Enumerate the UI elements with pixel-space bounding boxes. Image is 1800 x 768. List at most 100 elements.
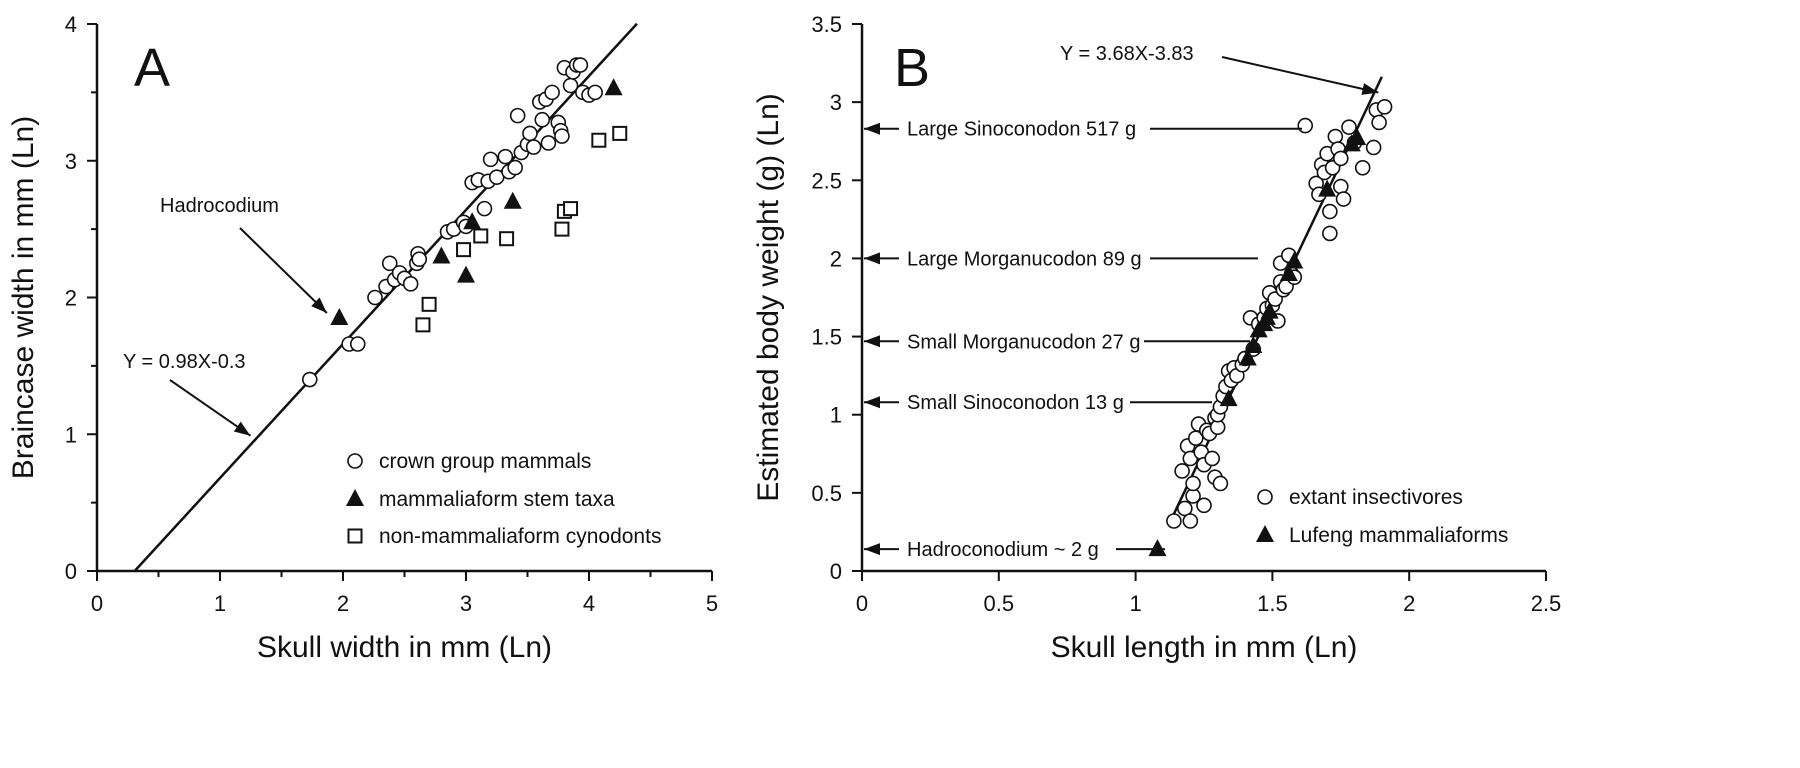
equation-arrow-head <box>1361 83 1379 95</box>
data-point-open-square <box>415 317 431 333</box>
y-tick-label: 1 <box>830 403 842 428</box>
data-point-open-circle <box>534 111 551 128</box>
annotation-arrow-line <box>239 227 328 314</box>
data-point-open-circle <box>482 151 499 168</box>
data-point-open-square <box>456 242 472 258</box>
x-tick-label: 0 <box>91 591 103 616</box>
data-point-open-circle <box>1376 99 1393 115</box>
data-point-open-circle <box>1333 150 1349 167</box>
data-point-open-square <box>499 231 515 247</box>
panel-letter: A <box>134 38 170 98</box>
legend-label: extant insectivores <box>1289 486 1463 509</box>
legend-marker <box>347 528 363 544</box>
weight-annotation: Large Morganucodon 89 g <box>907 248 1142 270</box>
y-tick-label: 3 <box>830 90 842 115</box>
data-point-open-circle <box>587 84 603 101</box>
data-point-open-circle <box>1354 159 1371 176</box>
data-point-open-square <box>612 125 628 141</box>
data-point-filled-triangle <box>457 265 475 283</box>
x-tick-label: 1.5 <box>1257 591 1288 616</box>
data-point-open-circle <box>1341 119 1357 135</box>
panel-b: 0 0.5 1 1.5 2 2.5 0 0.5 1 1.5 2 2.5 3 3.5 Skull length… <box>752 12 1561 664</box>
data-point-filled-triangle <box>330 308 349 326</box>
legend-label: Lufeng mammaliaforms <box>1289 524 1508 547</box>
data-point-open-circle <box>1333 178 1349 195</box>
data-point-open-square <box>591 132 607 148</box>
data-point-filled-triangle <box>1318 179 1337 197</box>
weight-marker-arrow-head <box>864 122 880 135</box>
weight-marker-arrow-head <box>864 252 880 265</box>
legend-label: crown group mammals <box>379 450 591 473</box>
y-tick-label: 1.5 <box>811 325 842 350</box>
data-point-filled-triangle <box>1244 335 1263 353</box>
annotation-label: Hadrocodium <box>160 195 279 217</box>
equation-arrow-head <box>233 421 251 436</box>
annotation-arrow-head <box>311 297 327 314</box>
weight-annotation: Hadroconodium ~ 2 g <box>907 539 1099 561</box>
data-point-open-circle <box>1166 513 1182 529</box>
data-point-open-circle <box>522 125 538 142</box>
data-point-open-circle <box>1185 475 1201 492</box>
equation-label: Y = 3.68X-3.83 <box>1060 43 1194 65</box>
data-point-open-square <box>563 201 579 217</box>
data-point-open-circle <box>1174 463 1190 479</box>
x-tick-label: 2.5 <box>1531 591 1562 616</box>
data-point-filled-triangle <box>1219 389 1238 407</box>
data-point-open-circle <box>381 255 398 272</box>
weight-annotation: Small Morganucodon 27 g <box>907 331 1140 353</box>
y-axis-title: Estimated body weight (g) (Ln) <box>752 93 785 502</box>
y-tick-label: 2 <box>65 286 77 311</box>
data-point-filled-triangle <box>1238 348 1257 366</box>
x-tick-label: 1 <box>1129 591 1141 616</box>
data-point-open-circle <box>544 84 560 101</box>
legend-marker <box>346 489 364 506</box>
data-point-open-circle <box>1365 139 1382 156</box>
data-point-filled-triangle <box>503 191 522 209</box>
x-tick-label: 2 <box>337 591 349 616</box>
data-point-open-square <box>554 221 570 237</box>
x-axis-title: Skull width in mm (Ln) <box>257 631 552 664</box>
data-point-open-circle <box>349 336 366 352</box>
weight-marker-arrow-head <box>864 335 880 348</box>
data-point-open-circle <box>525 139 542 155</box>
data-point-open-circle <box>402 276 419 292</box>
x-tick-label: 0.5 <box>984 591 1015 616</box>
y-tick-label: 3 <box>65 149 77 174</box>
y-tick-label: 0 <box>65 559 77 584</box>
x-tick-label: 5 <box>706 591 718 616</box>
weight-annotation: Small Sinoconodon 13 g <box>907 392 1124 414</box>
data-point-filled-triangle <box>1260 301 1279 319</box>
data-point-open-circle <box>476 200 493 217</box>
data-point-filled-triangle <box>604 78 623 96</box>
data-point-filled-triangle <box>1285 251 1304 269</box>
y-tick-label: 2 <box>830 246 842 271</box>
data-point-open-circle <box>1335 191 1352 207</box>
x-tick-label: 4 <box>583 591 595 616</box>
x-tick-label: 3 <box>460 591 472 616</box>
x-tick-label: 1 <box>214 591 226 616</box>
data-point-open-circle <box>1322 225 1338 242</box>
x-axis-title: Skull length in mm (Ln) <box>1051 631 1358 664</box>
data-point-filled-triangle <box>463 212 482 230</box>
legend-label: mammaliaform stem taxa <box>379 488 615 511</box>
data-point-open-circle <box>1297 117 1314 134</box>
weight-marker-arrow-head <box>864 543 880 556</box>
data-point-open-circle <box>554 128 570 144</box>
legend-marker <box>1256 525 1274 542</box>
regression-line <box>134 22 638 572</box>
data-point-open-circle <box>497 148 514 165</box>
data-point-filled-triangle <box>1279 264 1298 282</box>
data-point-open-circle <box>1212 475 1229 492</box>
y-tick-label: 0.5 <box>811 481 842 506</box>
data-point-open-circle <box>507 159 524 176</box>
weight-annotation: Large Sinoconodon 517 g <box>907 119 1136 141</box>
equation-arrow-line <box>169 379 252 437</box>
data-point-open-circle <box>1182 513 1199 529</box>
data-point-open-circle <box>367 289 383 306</box>
data-point-open-circle <box>540 135 557 151</box>
data-point-open-circle <box>509 107 526 124</box>
y-tick-label: 2.5 <box>811 168 842 193</box>
data-point-open-circle <box>1204 450 1221 467</box>
y-tick-label: 0 <box>830 559 842 584</box>
